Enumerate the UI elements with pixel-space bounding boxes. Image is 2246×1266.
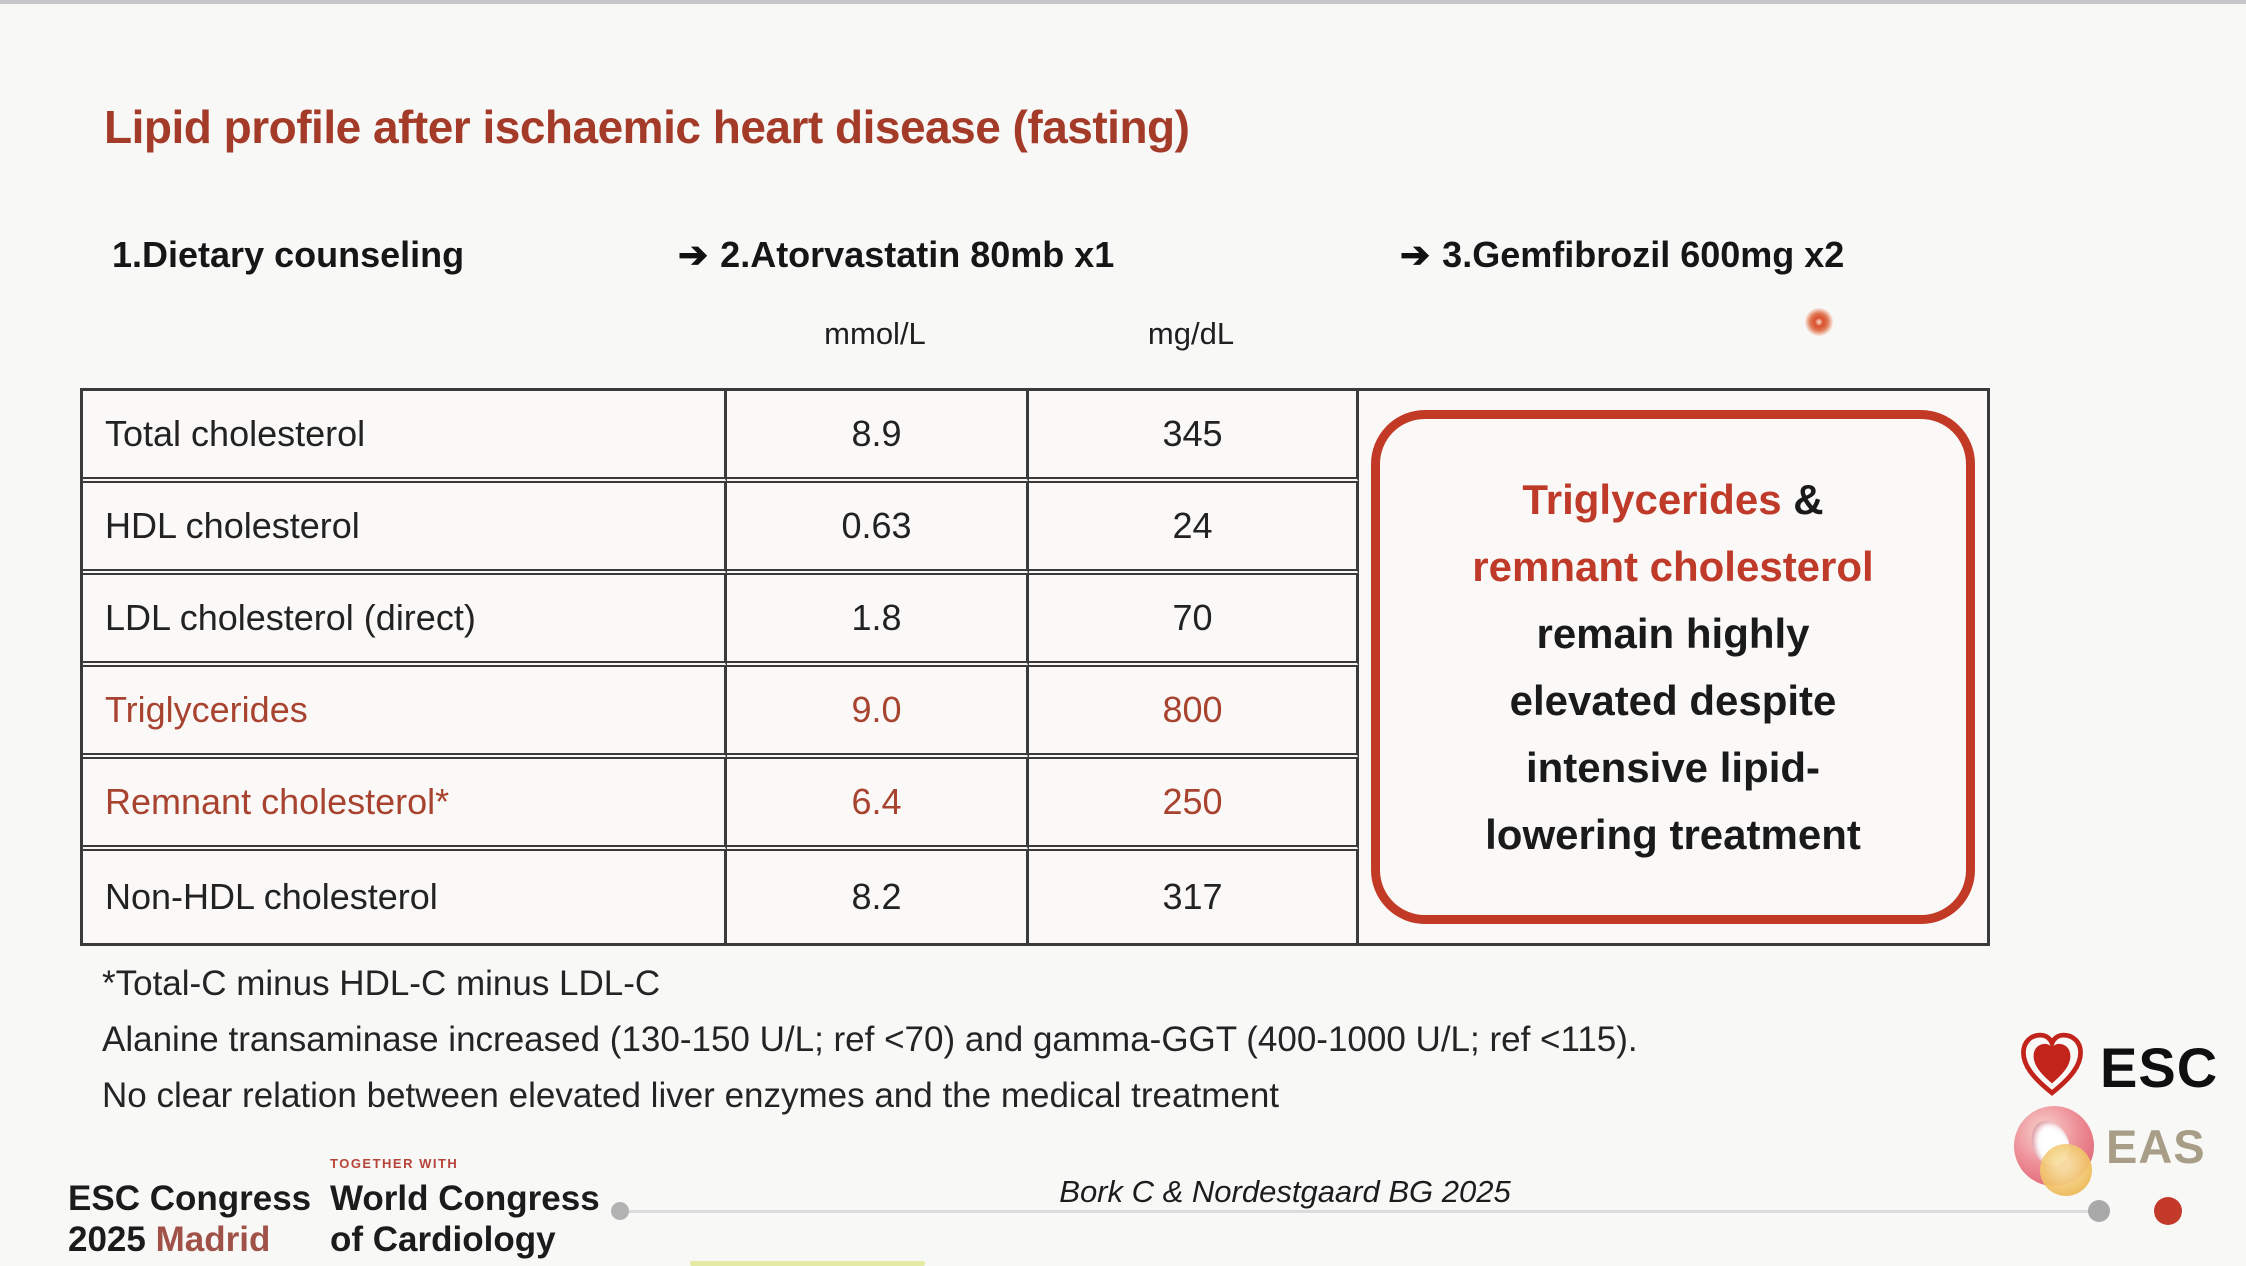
right-arrow-icon: ➔ xyxy=(678,234,709,275)
treatment-step-2: ➔ 2.Atorvastatin 80mb x1 xyxy=(678,234,1114,276)
right-arrow-icon: ➔ xyxy=(1400,234,1431,275)
esc-heart-icon xyxy=(2018,1030,2086,1105)
timeline-line xyxy=(620,1210,2110,1213)
world-congress-logo-text: World Congress of Cardiology xyxy=(330,1178,600,1260)
esc-congress-year: 2025 xyxy=(68,1220,156,1259)
footnote-line: Alanine transaminase increased (130-150 … xyxy=(102,1020,1638,1059)
footnote-line: *Total-C minus HDL-C minus LDL-C xyxy=(102,964,661,1003)
treatment-step-1: 1.Dietary counseling xyxy=(112,234,464,276)
esc-congress-city: Madrid xyxy=(155,1220,271,1259)
table-cell-mgdl: 800 xyxy=(1029,667,1359,759)
table-cell-mgdl: 24 xyxy=(1029,483,1359,575)
table-cell-mgdl: 345 xyxy=(1029,391,1359,483)
table-cell-mmol: 8.9 xyxy=(727,391,1029,483)
table-cell-mmol: 0.63 xyxy=(727,483,1029,575)
wcc-line2: of Cardiology xyxy=(330,1220,556,1259)
column-header-mmol: mmol/L xyxy=(824,316,926,351)
table-row-label: LDL cholesterol (direct) xyxy=(83,575,727,667)
table-cell-mmol: 9.0 xyxy=(727,667,1029,759)
step-label: 1.Dietary counseling xyxy=(112,234,465,275)
esc-congress-line2: 2025 Madrid xyxy=(68,1219,311,1260)
table-cell-mgdl: 317 xyxy=(1029,851,1359,943)
eas-logo-icon xyxy=(2014,1106,2094,1196)
callout-body-line: elevated despite xyxy=(1509,677,1837,724)
together-with-label: TOGETHER WITH xyxy=(330,1156,459,1171)
eas-logo-label: EAS xyxy=(2106,1119,2206,1173)
esc-congress-line1: ESC Congress xyxy=(68,1179,312,1218)
callout-body-line: lowering treatment xyxy=(1485,811,1861,858)
esc-logo: ESC xyxy=(2018,1030,2218,1105)
esc-logo-label: ESC xyxy=(2100,1036,2219,1099)
table-row-label: Remnant cholesterol* xyxy=(83,759,727,851)
wcc-line1: World Congress xyxy=(330,1179,600,1218)
table-row-label: Non-HDL cholesterol xyxy=(83,851,727,943)
footnote-line: No clear relation between elevated liver… xyxy=(102,1076,1280,1115)
timeline-gray-dot xyxy=(2088,1200,2110,1222)
table-row-label: HDL cholesterol xyxy=(83,483,727,575)
lipid-profile-table: Triglycerides & remnant cholesterol rema… xyxy=(80,388,1990,946)
table-callout-cell: Triglycerides & remnant cholesterol rema… xyxy=(1359,391,1987,943)
callout-box: Triglycerides & remnant cholesterol rema… xyxy=(1371,410,1975,924)
footnotes: *Total-C minus HDL-C minus LDL-C Alanine… xyxy=(102,956,1638,1124)
treatment-step-3: ➔ 3.Gemfibrozil 600mg x2 xyxy=(1400,234,1844,276)
step-label: 3.Gemfibrozil 600mg x2 xyxy=(1442,234,1845,275)
callout-body-line: remain highly xyxy=(1536,610,1810,657)
callout-highlight-text: Triglycerides xyxy=(1522,476,1782,523)
slide-title: Lipid profile after ischaemic heart dise… xyxy=(104,101,1190,153)
column-header-mgdl: mg/dL xyxy=(1147,316,1235,351)
table-cell-mmol: 1.8 xyxy=(727,575,1029,667)
table-cell-mmol: 6.4 xyxy=(727,759,1029,851)
timeline-start-dot xyxy=(611,1202,629,1220)
table-cell-mgdl: 70 xyxy=(1029,575,1359,667)
callout-body-line: intensive lipid- xyxy=(1525,744,1821,791)
step-label: 2.Atorvastatin 80mb x1 xyxy=(720,234,1115,275)
table-row-label: Total cholesterol xyxy=(83,391,727,483)
callout-highlight-text: remnant cholesterol xyxy=(1472,543,1874,590)
laser-pointer-dot xyxy=(1805,308,1833,336)
table-row-label: Triglycerides xyxy=(83,667,727,759)
table-cell-mmol: 8.2 xyxy=(727,851,1029,943)
table-cell-mgdl: 250 xyxy=(1029,759,1359,851)
bottom-progress-sliver xyxy=(690,1261,925,1266)
esc-congress-logo-text: ESC Congress 2025 Madrid xyxy=(68,1178,311,1260)
eas-logo: EAS xyxy=(2014,1106,2206,1196)
callout-line: Triglycerides & xyxy=(1380,466,1966,533)
timeline-red-dot xyxy=(2154,1197,2182,1225)
callout-amp: & xyxy=(1781,476,1824,523)
citation: Bork C & Nordestgaard BG 2025 xyxy=(1059,1174,1511,1209)
top-divider-line xyxy=(0,0,2246,4)
